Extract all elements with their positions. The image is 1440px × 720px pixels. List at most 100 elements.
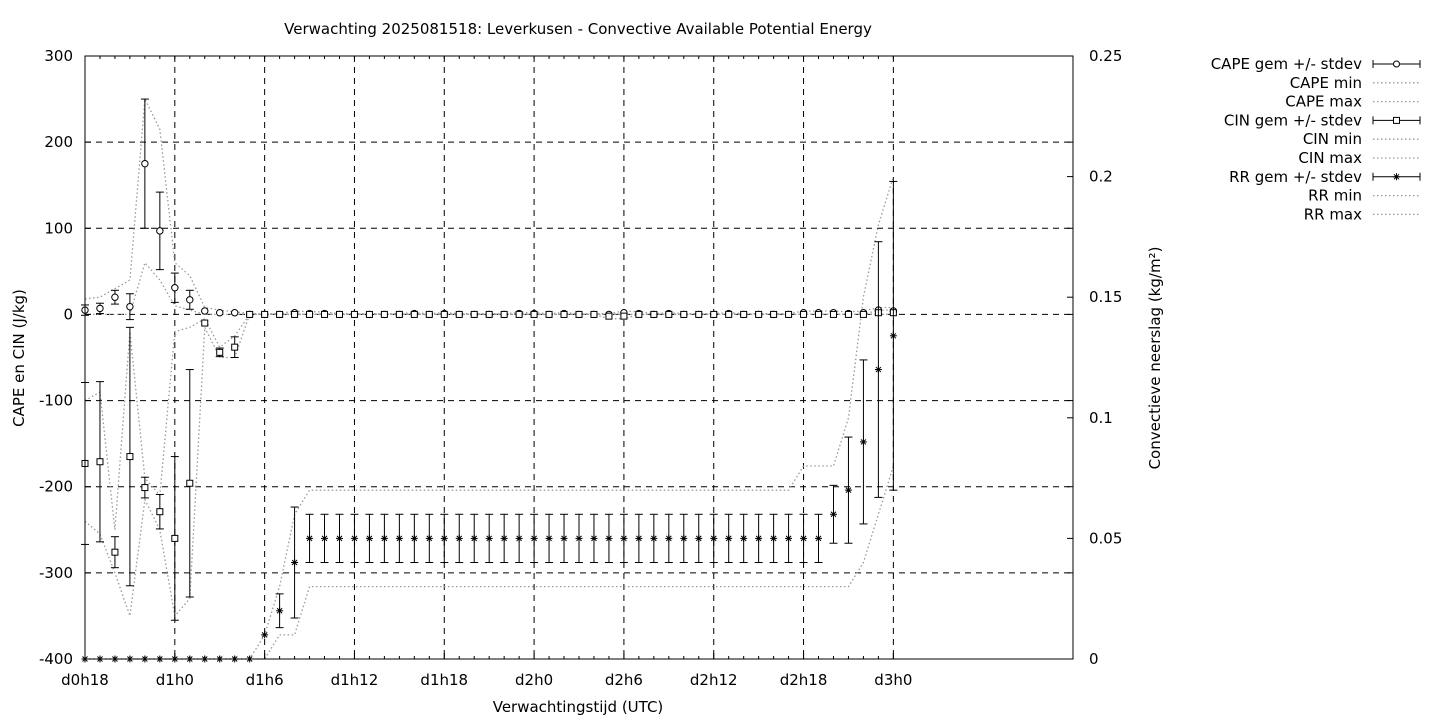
y-tick-label: -200	[39, 478, 73, 496]
rr-point	[545, 534, 553, 542]
cin-point	[365, 310, 373, 318]
legend-entry: RR max	[1304, 205, 1420, 223]
cin-point	[665, 310, 673, 318]
rr-point	[470, 534, 478, 542]
y-tick-label: 200	[44, 133, 73, 151]
cape-point	[201, 307, 209, 315]
cin-point	[306, 310, 314, 318]
x-tick-label: d2h0	[515, 671, 553, 689]
legend-entry: CAPE gem +/- stdev	[1211, 55, 1421, 73]
rr-point	[530, 534, 538, 542]
rr-point	[874, 366, 882, 374]
legend-label: CIN gem +/- stdev	[1224, 111, 1362, 129]
cin-point	[470, 310, 478, 318]
rr-point	[889, 332, 897, 340]
rr-point	[680, 534, 688, 542]
cin-point	[590, 310, 598, 318]
legend-entry: CIN gem +/- stdev	[1224, 111, 1421, 129]
plot-border	[84, 55, 1074, 660]
cin-point	[425, 310, 433, 318]
legend-entry: CIN min	[1303, 130, 1420, 148]
grid-lines	[84, 56, 1073, 659]
y2-tick-label: 0.2	[1089, 168, 1113, 186]
series-line-8	[85, 176, 895, 660]
rr-point	[515, 534, 523, 542]
rr-point	[785, 534, 793, 542]
y2-axis-label: Convectieve neerslag (kg/m²)	[1146, 247, 1164, 470]
cin-point	[380, 310, 388, 318]
cin-point	[680, 310, 688, 318]
y2-tick-label: 0.1	[1089, 409, 1113, 427]
rr-point	[740, 534, 748, 542]
cin-point	[500, 310, 508, 318]
cin-point	[725, 310, 733, 318]
legend-label: CAPE max	[1285, 93, 1362, 111]
cin-point	[96, 458, 104, 466]
rr-point	[380, 534, 388, 542]
y2-tick-label: 0.15	[1089, 288, 1122, 306]
cin-point	[276, 310, 284, 318]
rr-point	[770, 534, 778, 542]
cin-point	[395, 310, 403, 318]
cin-point	[815, 310, 823, 318]
legend-label: CIN min	[1303, 130, 1362, 148]
rr-point	[485, 534, 493, 542]
x-tick-label: d1h6	[246, 671, 284, 689]
y-tick-label: -100	[39, 392, 73, 410]
cape-point	[111, 293, 119, 301]
x-tick-label: d3h0	[874, 671, 912, 689]
cin-point	[785, 310, 793, 318]
series-line-4	[84, 313, 894, 618]
legend-marker	[1393, 173, 1400, 180]
cin-point	[201, 319, 209, 327]
cin-point	[800, 310, 808, 318]
y-tick-label: -400	[39, 650, 73, 668]
cin-point	[710, 310, 718, 318]
legend-label: CIN max	[1298, 149, 1362, 167]
rr-point	[665, 534, 673, 542]
rr-point	[844, 486, 852, 494]
cape-point	[156, 227, 164, 235]
cin-point	[291, 310, 299, 318]
rr-point	[695, 534, 703, 542]
cin-point	[530, 310, 538, 318]
legend-label: CAPE min	[1290, 74, 1362, 92]
rr-point	[650, 534, 658, 542]
cin-point	[156, 508, 164, 516]
cape-point	[141, 159, 149, 168]
cape-point	[216, 309, 224, 317]
legend-label: RR min	[1308, 187, 1362, 205]
cin-point	[650, 310, 658, 318]
rr-point	[800, 534, 808, 542]
cin-point	[485, 310, 493, 318]
series-line-5	[84, 309, 894, 530]
cape-point	[171, 284, 179, 292]
rr-point	[829, 510, 837, 518]
legend-entry: RR min	[1308, 187, 1420, 205]
cin-point	[770, 310, 778, 318]
cin-point	[321, 310, 329, 318]
cin-point	[335, 310, 343, 318]
series-line-2	[84, 96, 894, 315]
y-axis-label: CAPE en CIN (J/kg)	[10, 289, 28, 427]
cin-point	[575, 310, 583, 318]
y2-tick-label: 0.25	[1089, 47, 1122, 65]
rr-point	[620, 534, 628, 542]
cin-point	[635, 310, 643, 318]
cape-point	[126, 302, 134, 311]
rr-point	[410, 534, 418, 542]
rr-point	[710, 534, 718, 542]
cin-point	[695, 310, 703, 318]
rr-point	[395, 534, 403, 542]
legend-label: CAPE gem +/- stdev	[1211, 55, 1362, 73]
rr-point	[500, 534, 508, 542]
cin-point	[844, 310, 852, 318]
x-tick-label: d2h6	[605, 671, 643, 689]
rr-point	[321, 534, 329, 542]
cin-point	[740, 310, 748, 318]
rr-point	[755, 534, 763, 542]
chart-title: Verwachting 2025081518: Leverkusen - Con…	[284, 20, 872, 38]
cin-point	[261, 310, 269, 318]
cin-point	[216, 348, 224, 356]
